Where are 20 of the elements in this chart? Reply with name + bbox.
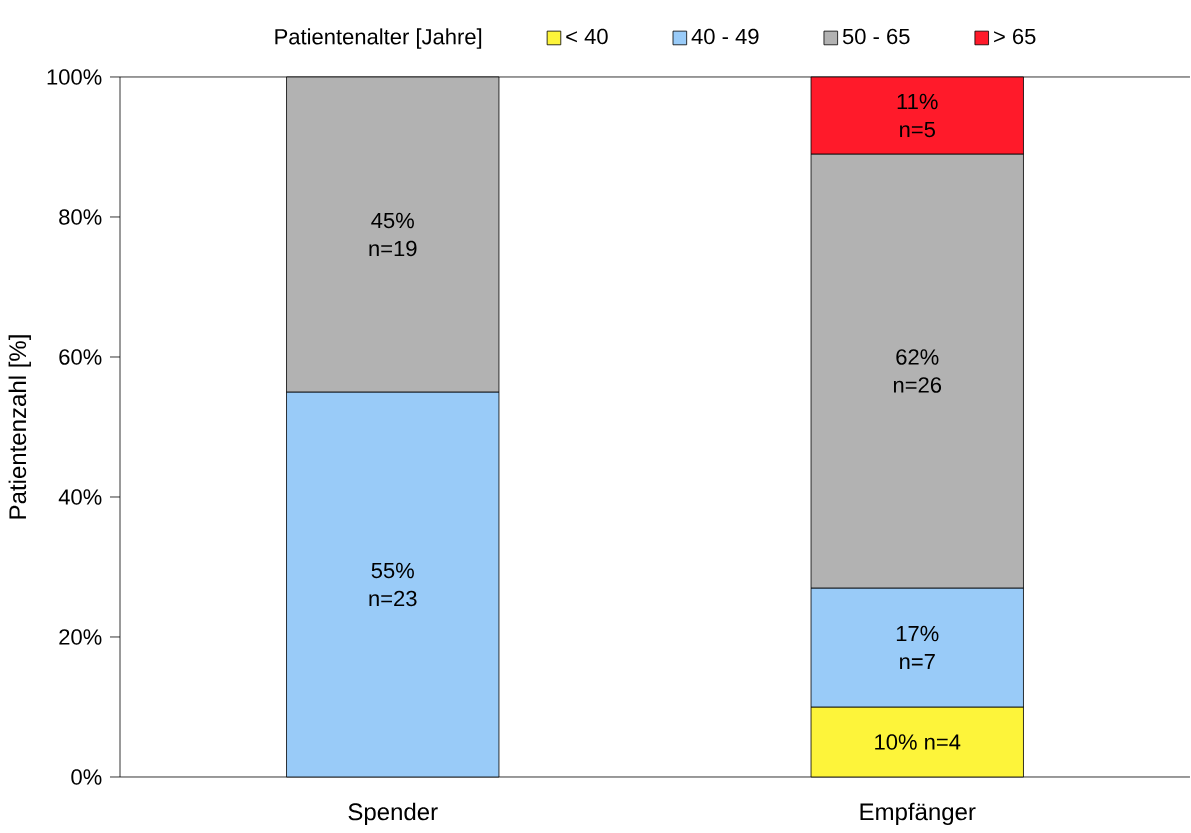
data-label: 10% n=4 (875, 734, 961, 750)
y-axis-title: Patientenzahl [%] (8, 335, 31, 519)
legend-label: < 40 (566, 28, 608, 45)
y-tick-label: 80% (59, 209, 102, 225)
y-tick-label: 60% (59, 349, 102, 365)
legend-label: 50 - 65 (842, 28, 910, 45)
data-label: 17% n=7 (896, 625, 939, 670)
legend-label: > 65 (994, 28, 1036, 45)
legend-title: Patientenalter [Jahre] (275, 28, 482, 49)
y-tick-label: 20% (59, 629, 102, 645)
y-tick-label: 40% (58, 489, 102, 505)
data-label: 62% n=26 (893, 349, 942, 393)
x-tick-label: Empfänger (860, 802, 976, 826)
data-label: 45% n=19 (369, 212, 417, 257)
y-tick-label: 100% (47, 69, 102, 85)
data-label: 55% n=23 (369, 562, 417, 607)
x-tick-label: Spender (348, 802, 438, 826)
legend-label: 40 - 49 (691, 28, 759, 45)
y-tick-label: 0% (71, 769, 102, 785)
data-label: 11% n=5 (897, 93, 938, 138)
